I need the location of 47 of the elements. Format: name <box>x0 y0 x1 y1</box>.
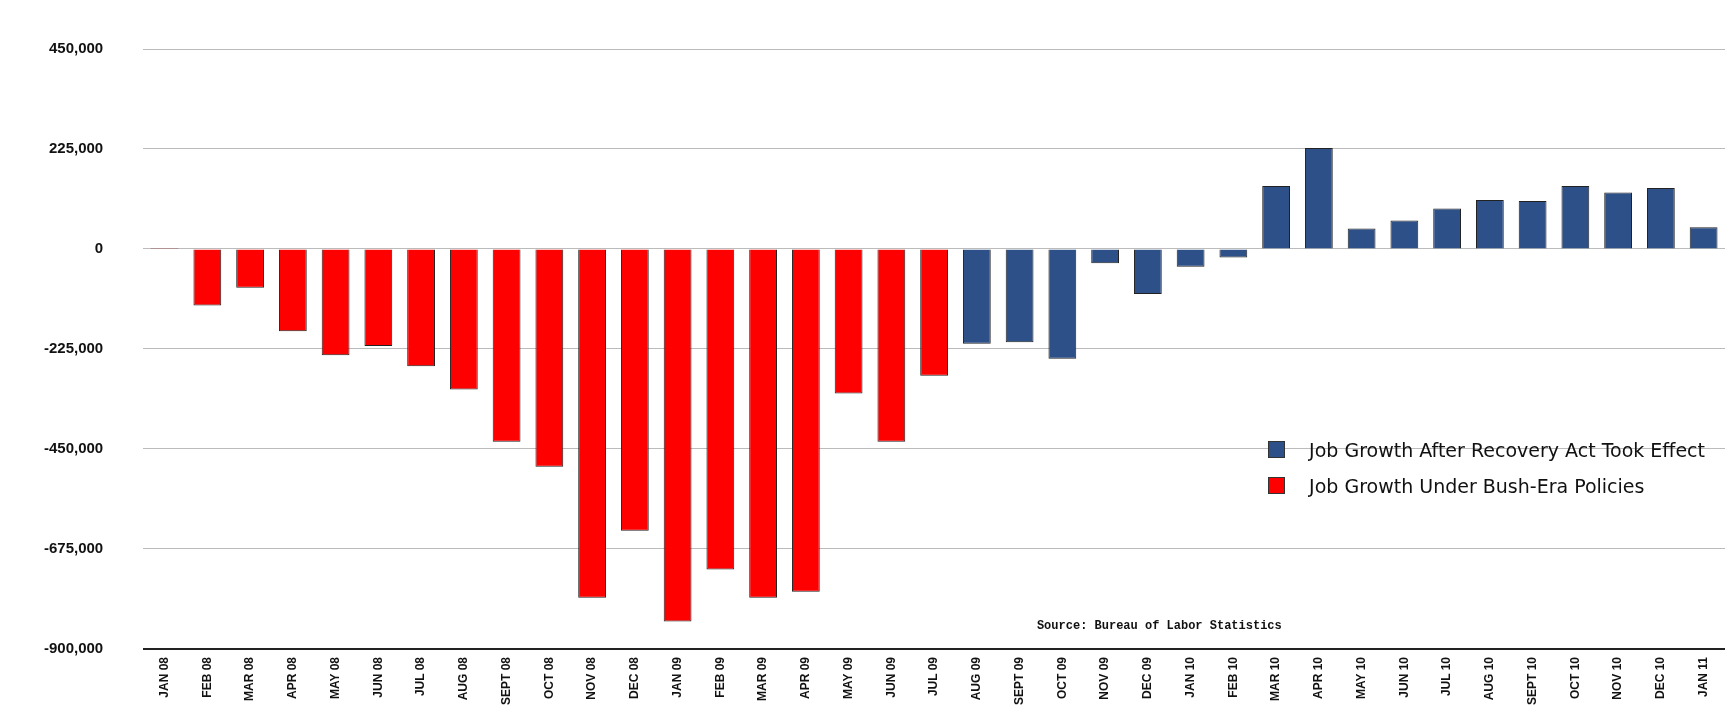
x-tick-label: JUL 10 <box>1439 656 1454 697</box>
x-tick-label: JAN 08 <box>156 656 171 698</box>
x-tick-label: NOV 08 <box>584 656 599 700</box>
y-tick-label: 0 <box>94 239 104 257</box>
x-tick-label: FEB 10 <box>1225 656 1240 698</box>
x-tick-label: MAR 10 <box>1268 656 1283 701</box>
x-tick-label: FEB 08 <box>199 656 214 698</box>
x-tick-label: MAY 08 <box>327 656 342 700</box>
x-tick-label: MAY 10 <box>1353 656 1368 700</box>
legend-label: Job Growth Under Bush-Era Policies <box>1309 474 1645 497</box>
x-tick-label: JUL 09 <box>926 656 941 697</box>
x-tick-label: APR 08 <box>285 656 300 700</box>
x-tick-label: NOV 09 <box>1097 656 1112 700</box>
y-tick-label: 450,000 <box>48 39 104 57</box>
x-tick-label: NOV 10 <box>1610 656 1625 700</box>
x-tick-label: OCT 10 <box>1567 656 1582 699</box>
x-tick-label: SEPT 09 <box>1011 656 1026 706</box>
x-tick-label: JAN 10 <box>1182 656 1197 698</box>
annotation: Source: Bureau of Labor Statistics <box>1036 618 1282 633</box>
x-tick-label: AUG 08 <box>456 656 471 701</box>
x-tick-label: APR 10 <box>1311 656 1326 700</box>
x-tick-label: AUG 09 <box>969 656 984 701</box>
x-tick-label: APR 09 <box>798 656 813 700</box>
x-tick-label: JAN 09 <box>669 656 684 698</box>
y-tick-label: 225,000 <box>48 139 104 157</box>
x-tick-label: OCT 08 <box>541 656 556 699</box>
x-tick-label: SEPT 10 <box>1524 656 1539 706</box>
x-tick-label: JUL 08 <box>413 656 428 697</box>
x-tick-label: SEPT 08 <box>498 656 513 706</box>
x-tick-label: JAN 11 <box>1695 656 1710 698</box>
x-tick-label: OCT 09 <box>1054 656 1069 699</box>
x-tick-label: JUN 10 <box>1396 656 1411 698</box>
y-tick-label: -675,000 <box>44 539 104 557</box>
x-tick-label: DEC 09 <box>1140 656 1155 700</box>
y-tick-label: -225,000 <box>44 339 104 357</box>
x-tick-label: MAR 09 <box>755 656 770 701</box>
x-tick-label: MAY 09 <box>840 656 855 700</box>
y-tick-label: -450,000 <box>44 439 104 457</box>
x-tick-label: AUG 10 <box>1482 656 1497 701</box>
x-tick-label: FEB 09 <box>712 656 727 698</box>
x-tick-label: JUN 08 <box>370 656 385 698</box>
x-tick-label: DEC 10 <box>1653 656 1668 700</box>
x-tick-label: DEC 08 <box>627 656 642 700</box>
legend-label: Job Growth After Recovery Act Took Effect <box>1309 438 1705 461</box>
x-tick-label: MAR 08 <box>242 656 257 701</box>
x-tick-label: JUN 09 <box>883 656 898 698</box>
y-tick-label: -900,000 <box>44 639 104 657</box>
